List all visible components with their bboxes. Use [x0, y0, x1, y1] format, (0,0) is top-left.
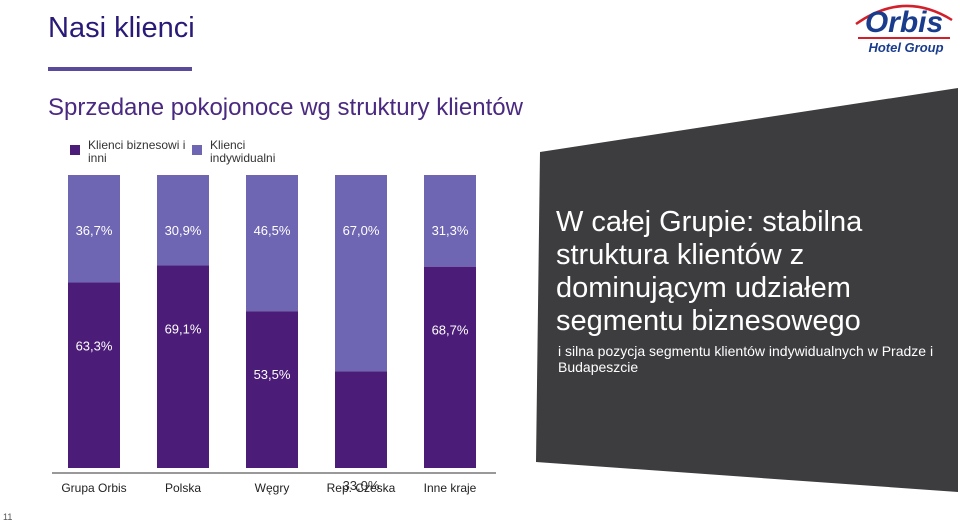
- logo-swoosh: [855, 4, 953, 26]
- stacked-bar-chart: 36,7% 63,3% Grupa Orbis 30,9% 69,1% Polska 46,…: [52, 175, 496, 495]
- data-label-individual: 30,9%: [165, 223, 202, 238]
- bar-individual: [335, 175, 387, 372]
- legend-swatch-individual: [192, 145, 202, 155]
- data-label-individual: 46,5%: [254, 223, 291, 238]
- category-label: Polska: [165, 481, 201, 495]
- chart-subtitle: Sprzedane pokojonoce wg struktury klient…: [48, 94, 523, 121]
- legend-label-business: Klienci biznesowi i inni: [88, 138, 186, 165]
- page-title: Nasi klienci: [48, 12, 195, 44]
- category-label: Inne kraje: [424, 481, 477, 495]
- data-label-individual: 31,3%: [432, 223, 469, 238]
- bar-business: [246, 311, 298, 468]
- legend-label-individual: Klienci indywidualni: [210, 138, 276, 165]
- summary-heading: W całej Grupie: stabilna struktura klien…: [556, 206, 863, 337]
- legend-swatch-business: [70, 145, 80, 155]
- bar-business: [68, 282, 120, 468]
- bar-business: [335, 371, 387, 468]
- bar-individual: [157, 175, 209, 266]
- data-label-business: 53,5%: [254, 367, 291, 382]
- data-label-individual: 67,0%: [343, 223, 380, 238]
- bar-business: [157, 265, 209, 468]
- data-label-business: 69,1%: [165, 322, 202, 337]
- category-label: Rep. Czeska: [327, 481, 396, 495]
- summary-note: i silna pozycja segmentu klientów indywi…: [558, 343, 934, 375]
- category-label: Węgry: [255, 481, 290, 495]
- data-label-individual: 36,7%: [76, 223, 113, 238]
- logo-tagline: Hotel Group: [868, 40, 943, 55]
- page-number: 11: [3, 512, 13, 522]
- title-underline: [48, 67, 192, 71]
- data-label-business: 33,0%: [343, 478, 380, 493]
- category-label: Grupa Orbis: [61, 481, 126, 495]
- orbis-logo: Orbis Hotel Group: [855, 4, 953, 55]
- bar-individual: [246, 175, 298, 312]
- logo-brand: Orbis: [865, 6, 943, 39]
- bar-individual: [68, 175, 120, 283]
- bar-business: [424, 266, 476, 468]
- bar-individual: [424, 175, 476, 267]
- data-label-business: 63,3%: [76, 339, 113, 354]
- data-label-business: 68,7%: [432, 323, 469, 338]
